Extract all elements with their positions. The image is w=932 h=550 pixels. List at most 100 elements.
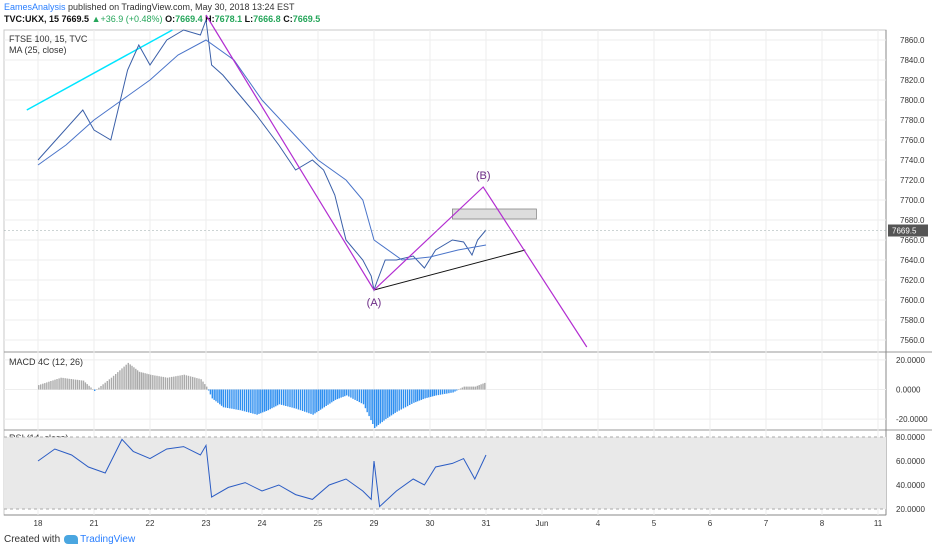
macd-bar (297, 389, 300, 410)
x-tick-label: 29 (370, 519, 379, 528)
macd-bar (213, 389, 215, 400)
symbol-quote-bar: TVC:UKX, 15 7669.5 ▲+36.9 (+0.48%) O:766… (4, 14, 320, 24)
macd-bar (156, 375, 158, 390)
macd-bar (160, 376, 162, 390)
macd-bar (229, 389, 231, 409)
macd-bar (248, 389, 250, 413)
macd-bar (52, 380, 54, 390)
macd-bar (372, 389, 374, 424)
macd-bar (448, 389, 450, 394)
y-tick-label: 7660.0 (900, 236, 925, 245)
y-tick-label: 7620.0 (900, 276, 925, 285)
macd-bar (446, 389, 448, 394)
macd-bar (58, 378, 60, 390)
macd-bar (439, 389, 442, 395)
macd-bar (102, 384, 104, 390)
macd-bar (406, 389, 409, 407)
last-price-tag (888, 224, 928, 237)
macd-bar (358, 389, 360, 403)
macd-bar (209, 389, 212, 395)
macd-bar (295, 389, 297, 409)
macd-bar (435, 389, 437, 396)
macd-bar (162, 376, 164, 390)
macd-bar (82, 380, 85, 390)
macd-bar (396, 389, 398, 412)
x-tick-label: 5 (652, 519, 657, 528)
macd-bar (381, 389, 383, 423)
macd-tick-label: 0.0000 (896, 386, 921, 395)
macd-bar (283, 389, 285, 406)
macd-bar (325, 389, 327, 406)
macd-bar (227, 389, 229, 408)
macd-bar (62, 377, 64, 390)
macd-bar (117, 372, 119, 390)
x-tick-label: 11 (874, 519, 883, 528)
macd-bar (385, 389, 387, 420)
elliott-wave-path (205, 14, 588, 348)
change-value: +36.9 (+0.48%) (100, 14, 163, 24)
macd-bar (418, 389, 421, 401)
macd-bar (104, 382, 106, 390)
macd-bar (431, 389, 434, 397)
macd-bar (78, 380, 81, 390)
macd-bar (293, 389, 295, 409)
macd-bar (327, 389, 329, 405)
macd-bar (387, 389, 389, 418)
footer: Created with TradingView (4, 534, 135, 545)
macd-bar (375, 389, 378, 427)
macd-bar (362, 389, 365, 405)
x-tick-label: 30 (426, 519, 435, 528)
macd-bar (140, 372, 143, 390)
footer-brand[interactable]: TradingView (80, 534, 136, 545)
macd-bar (452, 389, 454, 393)
y-tick-label: 7580.0 (900, 316, 925, 325)
macd-bar (450, 389, 452, 393)
macd-bar (299, 389, 302, 411)
x-tick-label: 23 (202, 519, 211, 528)
macd-bar (348, 389, 350, 397)
macd-bar (144, 373, 146, 390)
macd-bar (50, 381, 52, 390)
macd-bar (374, 389, 376, 428)
macd-bar (125, 364, 127, 390)
x-tick-label: 7 (764, 519, 769, 528)
macd-bar (441, 389, 444, 395)
macd-bar (275, 389, 277, 407)
macd-bar (383, 389, 385, 421)
macd-bar (100, 386, 102, 390)
macd-bar (173, 376, 175, 390)
macd-bar (370, 389, 372, 421)
macd-tick-label: -20.0000 (896, 415, 928, 424)
rsi-pane[interactable]: RSI (14, close) (4, 433, 886, 510)
macd-bar (352, 389, 354, 399)
macd-bar (198, 378, 200, 390)
macd-bar (424, 389, 426, 399)
macd-bar (310, 389, 312, 414)
macd-bar (129, 364, 131, 390)
macd-bar (115, 374, 117, 390)
macd-bar (312, 389, 314, 415)
macd-bar (428, 389, 430, 398)
macd-bar (135, 368, 137, 390)
macd-bar (224, 389, 227, 408)
x-tick-label: 22 (146, 519, 155, 528)
macd-bar (409, 389, 411, 405)
author-link[interactable]: EamesAnalysis (4, 2, 66, 12)
macd-bar (366, 389, 368, 413)
macd-bar (239, 389, 241, 411)
last-price: 7669.5 (61, 14, 90, 24)
y-tick-label: 7740.0 (900, 156, 925, 165)
macd-bar (323, 389, 325, 408)
macd-bar (119, 370, 121, 390)
macd-pane[interactable]: MACD 4C (12, 26) (9, 357, 486, 428)
macd-bar (148, 374, 150, 390)
macd-bar (437, 389, 440, 396)
macd-bar (344, 389, 346, 397)
macd-bar (474, 386, 477, 390)
change-arrow-icon: ▲ (91, 14, 101, 24)
macd-bar (308, 389, 310, 414)
macd-bar (183, 374, 185, 390)
macd-title: MACD 4C (12, 26) (9, 357, 83, 367)
